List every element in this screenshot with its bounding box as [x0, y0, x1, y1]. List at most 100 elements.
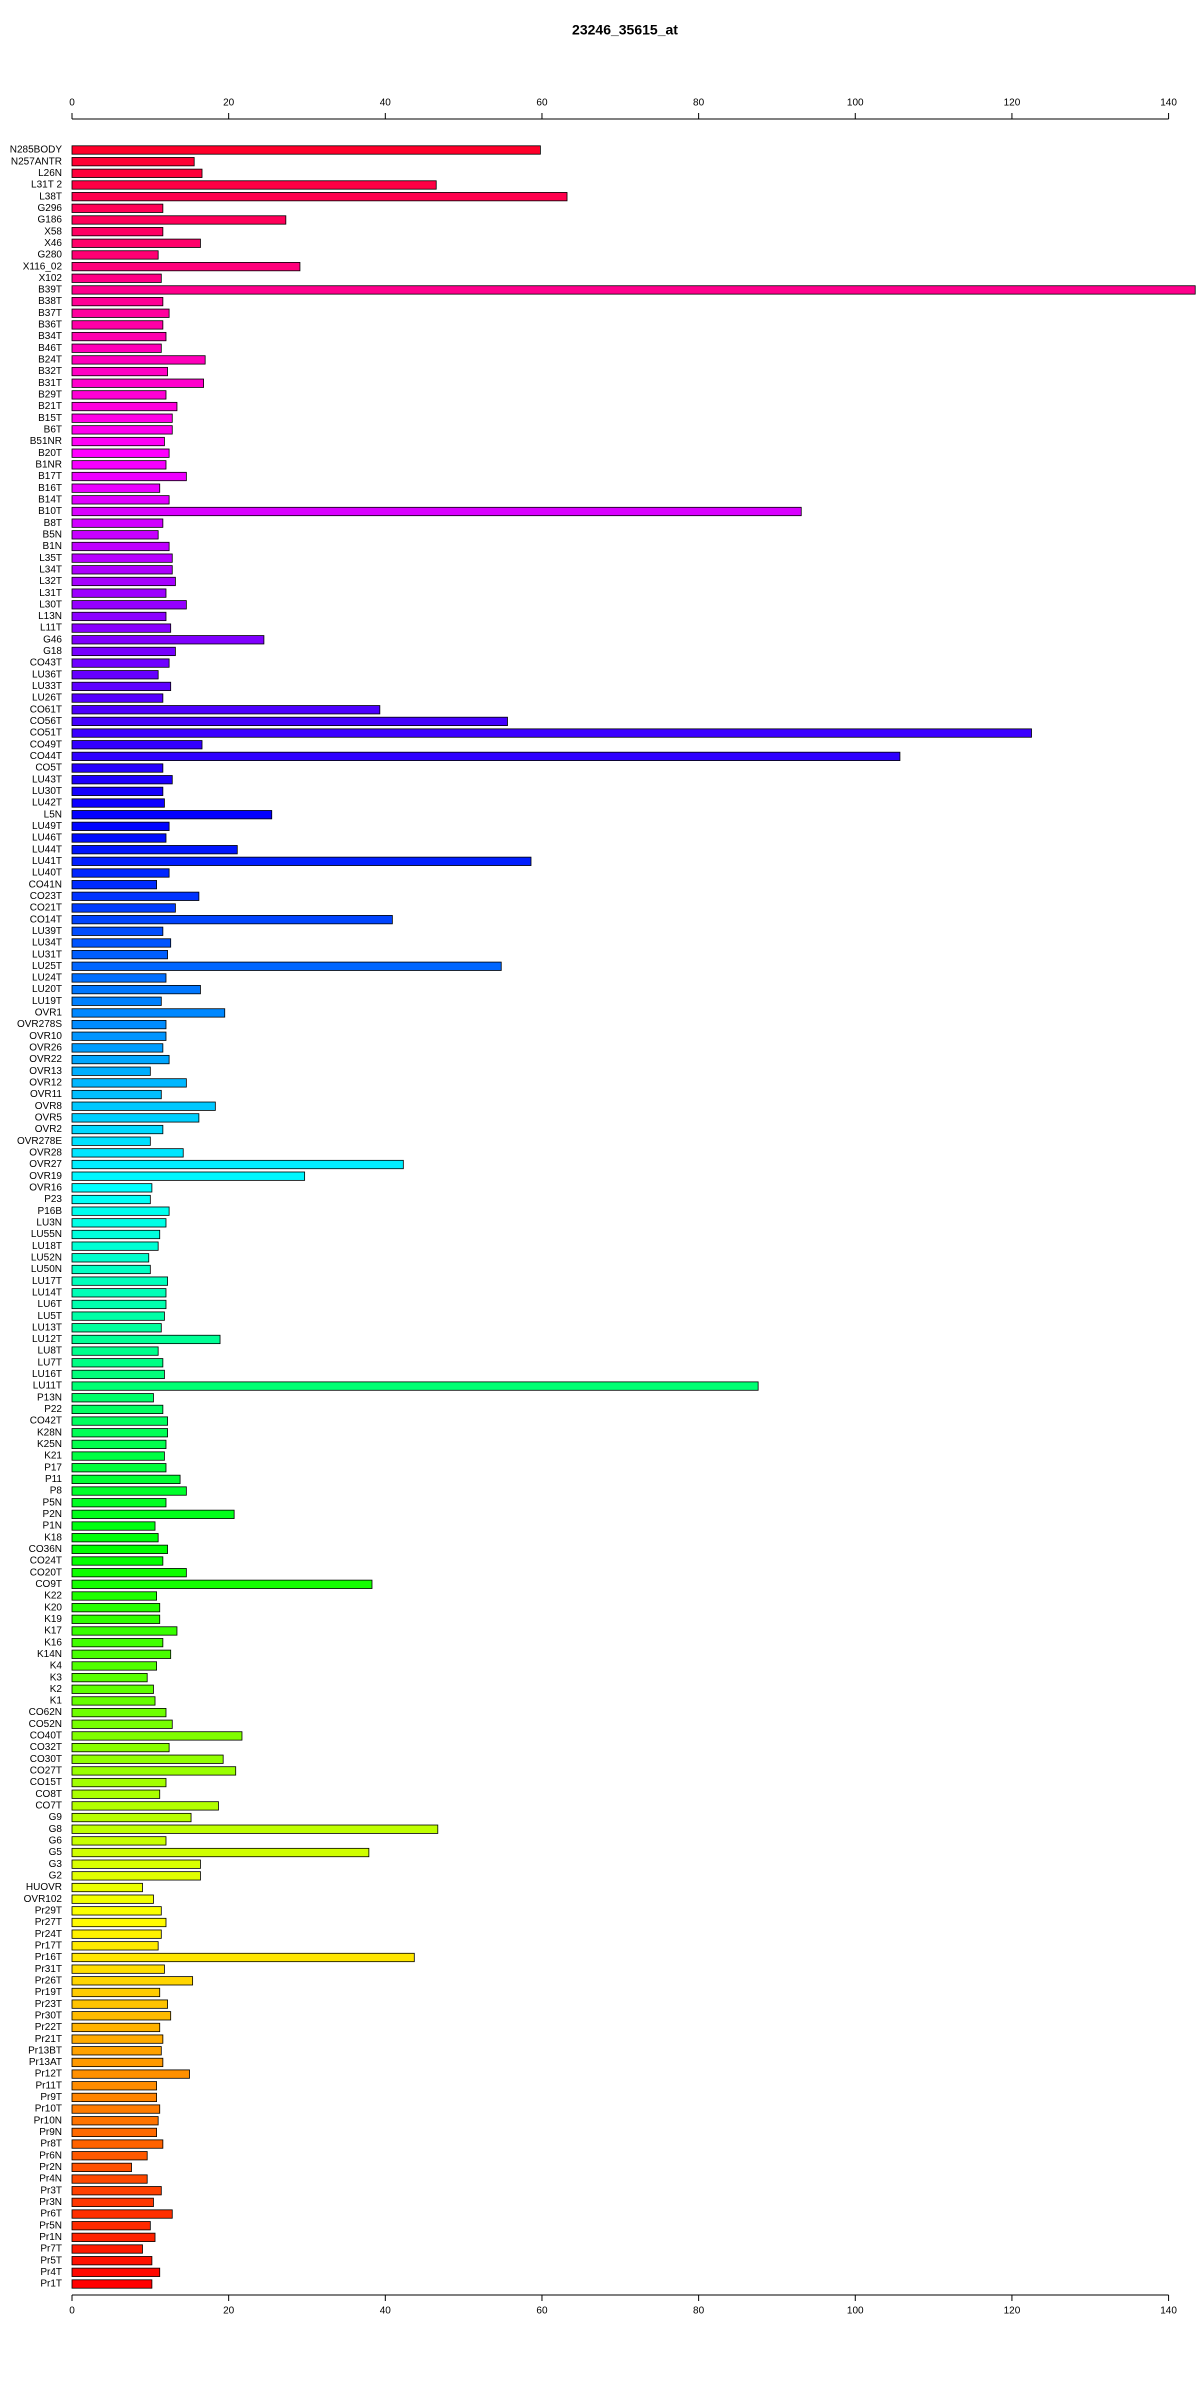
bar [71, 1404, 164, 1415]
y-tick-label: Pr4T [40, 2267, 62, 2278]
y-tick-label: B15T [38, 413, 62, 424]
y-tick-label: B51NR [30, 436, 62, 447]
bar [71, 192, 568, 202]
y-tick-label: Pr1N [39, 2232, 62, 2243]
bar [71, 1801, 219, 1811]
y-tick-label: K3 [50, 1672, 63, 1683]
y-tick-label: P13N [37, 1392, 62, 1403]
y-tick-label: LU42T [32, 798, 62, 809]
x-tick-label: 60 [536, 2306, 548, 2317]
y-tick-label: B16T [38, 483, 62, 494]
bar [71, 1311, 165, 1321]
y-tick-label: K28N [37, 1427, 62, 1438]
bar [71, 1579, 373, 1589]
y-tick-label: LU5T [38, 1311, 62, 1322]
y-tick-label: Pr6T [40, 2209, 62, 2220]
bar [71, 950, 168, 960]
bar [71, 2116, 159, 2126]
y-tick-label: LU12T [32, 1334, 62, 1345]
y-tick-label: Pr8T [40, 2139, 62, 2150]
x-tick-label: 100 [847, 2306, 864, 2317]
y-tick-label: X102 [39, 273, 63, 284]
y-tick-label: L5N [44, 809, 62, 820]
y-tick-label: LU46T [32, 833, 62, 844]
bar [71, 1509, 235, 1519]
bar [71, 2139, 164, 2149]
y-tick-label: LU14T [32, 1287, 62, 1298]
y-tick-label: N257ANTR [11, 156, 62, 167]
bar [71, 1159, 404, 1170]
bar [71, 320, 164, 330]
bar [71, 1288, 167, 1298]
y-tick-label: P22 [44, 1404, 62, 1415]
y-tick-label: LU34T [32, 938, 62, 949]
bar [71, 1498, 167, 1508]
bar [71, 1906, 162, 1916]
y-tick-label: CO23T [30, 891, 62, 902]
bar [71, 926, 164, 936]
bar [71, 378, 204, 388]
y-tick-label: OVR11 [30, 1089, 62, 1100]
y-tick-label: Pr3T [40, 2185, 62, 2196]
y-tick-label: Pr24T [35, 1929, 62, 1940]
bar [71, 1113, 200, 1123]
y-tick-label: LU17T [32, 1276, 62, 1287]
bar [71, 833, 167, 843]
y-tick-label: G296 [38, 203, 63, 214]
bar [71, 646, 176, 657]
y-tick-label: K4 [50, 1661, 63, 1672]
y-tick-label: CO52N [29, 1719, 62, 1730]
bar [71, 891, 200, 901]
bar [71, 238, 201, 248]
y-tick-label: CO61T [30, 704, 62, 715]
x-tick-label: 140 [1160, 2306, 1177, 2317]
bar [71, 1603, 161, 1613]
bar [71, 2256, 153, 2266]
y-tick-label: CO43T [30, 658, 62, 669]
y-tick-label: Pr3N [39, 2197, 62, 2208]
y-tick-label: L26N [38, 168, 62, 179]
bar [71, 728, 1032, 738]
bar [71, 1253, 150, 1263]
y-tick-label: Pr27T [35, 1917, 62, 1928]
y-tick-label: CO21T [30, 903, 62, 914]
bar [71, 2162, 132, 2172]
y-tick-label: LU31T [32, 949, 62, 960]
y-tick-label: LU49T [32, 821, 62, 832]
bar [71, 1638, 164, 1648]
y-tick-label: LU20T [32, 984, 62, 995]
y-tick-label: Pr29T [35, 1905, 62, 1916]
y-tick-label: Pr2N [39, 2162, 62, 2173]
bar [71, 2104, 161, 2114]
y-tick-label: G9 [49, 1812, 63, 1823]
y-tick-label: L31T 2 [31, 180, 62, 191]
bar [71, 157, 195, 167]
y-tick-label: OVR278E [17, 1136, 62, 1147]
bar [71, 1194, 151, 1205]
y-tick-label: CO32T [30, 1742, 62, 1753]
y-tick-label: K25N [37, 1439, 62, 1450]
y-tick-label: LU33T [32, 681, 62, 692]
bar [71, 530, 159, 540]
bar [71, 810, 273, 820]
bar [71, 1183, 153, 1193]
y-tick-label: LU39T [32, 926, 62, 937]
bar [71, 1019, 167, 1030]
y-tick-label: OVR5 [35, 1113, 63, 1124]
y-tick-label: B6T [44, 425, 62, 436]
y-tick-label: Pr23T [35, 1999, 62, 2010]
x-tick-label: 0 [69, 2306, 75, 2317]
y-tick-label: LU6T [38, 1299, 62, 1310]
y-tick-label: Pr9N [39, 2127, 62, 2138]
bar [71, 1882, 143, 1893]
bar [71, 1696, 156, 1706]
bar [71, 2011, 172, 2021]
bar [71, 366, 168, 377]
bar [71, 1031, 167, 1041]
bar [71, 1229, 161, 1240]
bar [71, 2197, 154, 2207]
y-tick-label: B21T [38, 401, 62, 412]
y-tick-label: Pr21T [35, 2034, 62, 2045]
bar [71, 2092, 157, 2103]
